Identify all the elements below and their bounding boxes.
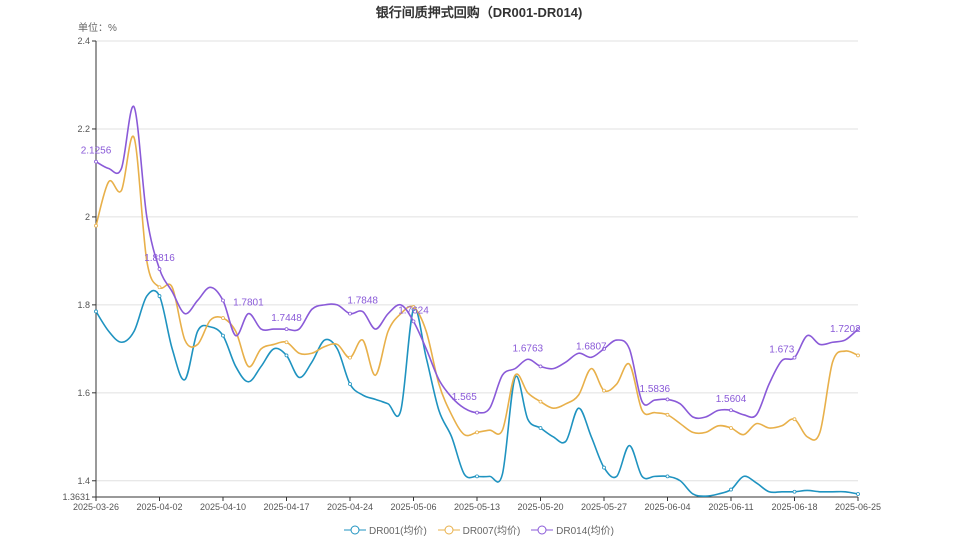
x-tick-label: 2025-04-02 bbox=[136, 502, 182, 512]
x-tick-label: 2025-05-27 bbox=[581, 502, 627, 512]
data-point bbox=[94, 223, 98, 228]
data-label: 1.6763 bbox=[513, 343, 544, 354]
x-tick-label: 2025-06-11 bbox=[708, 502, 753, 512]
legend-item-dr001[interactable]: DR001(均价) bbox=[344, 522, 427, 537]
data-label: 1.8816 bbox=[144, 253, 175, 264]
data-point bbox=[94, 159, 98, 164]
data-point bbox=[665, 412, 670, 417]
data-label: 1.7624 bbox=[398, 305, 429, 316]
data-point bbox=[221, 333, 225, 338]
data-point bbox=[856, 492, 860, 496]
data-point bbox=[475, 474, 479, 479]
data-point bbox=[411, 319, 416, 324]
data-point bbox=[729, 426, 733, 430]
data-label: 1.673 bbox=[769, 345, 794, 356]
data-point bbox=[348, 355, 352, 360]
legend-marker-icon bbox=[437, 525, 460, 534]
data-label: 1.7801 bbox=[233, 298, 264, 309]
y-tick-label: 1.4 bbox=[77, 476, 90, 486]
y-tick-label: 1.3631 bbox=[62, 492, 90, 502]
legend-item-dr014[interactable]: DR014(均价) bbox=[531, 522, 614, 537]
legend-marker-icon bbox=[344, 525, 367, 534]
data-point bbox=[475, 410, 479, 415]
data-point bbox=[602, 388, 606, 393]
data-point bbox=[94, 309, 98, 314]
x-tick-label: 2025-03-26 bbox=[73, 502, 119, 512]
data-label: 1.5604 bbox=[716, 394, 747, 405]
data-point bbox=[792, 489, 797, 494]
data-point bbox=[538, 399, 543, 404]
data-label: 1.565 bbox=[452, 392, 477, 403]
data-label: 1.7448 bbox=[271, 313, 302, 324]
y-tick-label: 1.8 bbox=[77, 300, 90, 310]
data-point bbox=[284, 353, 289, 358]
data-point bbox=[538, 364, 543, 369]
data-point bbox=[348, 311, 352, 316]
chart-title: 银行间质押式回购（DR001-DR014) bbox=[375, 5, 583, 20]
data-point bbox=[665, 397, 670, 402]
data-point bbox=[538, 426, 543, 430]
x-tick-label: 2025-05-13 bbox=[454, 502, 500, 512]
x-tick-label: 2025-04-17 bbox=[263, 502, 309, 512]
unit-label: 单位：% bbox=[78, 23, 117, 34]
x-tick-label: 2025-04-10 bbox=[200, 502, 246, 512]
legend: DR001(均价) DR007(均价) DR014(均价) bbox=[0, 522, 958, 538]
data-point bbox=[729, 408, 733, 413]
data-point bbox=[221, 298, 225, 303]
data-point bbox=[411, 305, 416, 309]
data-point bbox=[856, 327, 860, 331]
x-tick-label: 2025-06-18 bbox=[771, 502, 817, 512]
data-point bbox=[221, 316, 225, 320]
legend-label: DR014(均价) bbox=[556, 526, 614, 537]
x-tick-label: 2025-05-06 bbox=[390, 502, 436, 512]
data-point bbox=[157, 285, 162, 290]
data-point bbox=[602, 346, 606, 351]
legend-label: DR001(均价) bbox=[369, 526, 427, 537]
y-tick-label: 1.6 bbox=[77, 388, 90, 398]
data-point bbox=[157, 267, 162, 271]
data-point bbox=[792, 355, 797, 360]
data-point bbox=[157, 294, 162, 298]
y-tick-label: 2.4 bbox=[77, 36, 90, 46]
data-label: 1.6807 bbox=[576, 341, 607, 352]
legend-marker-icon bbox=[531, 525, 554, 534]
data-point bbox=[665, 474, 670, 479]
series-line-dr014 bbox=[95, 105, 859, 420]
data-point bbox=[729, 487, 733, 492]
data-point bbox=[856, 353, 860, 358]
data-point bbox=[348, 382, 352, 386]
x-tick-label: 2025-06-25 bbox=[835, 502, 881, 512]
y-tick-label: 2.2 bbox=[77, 124, 90, 134]
x-tick-label: 2025-06-04 bbox=[644, 502, 690, 512]
data-label: 1.7848 bbox=[347, 296, 378, 307]
data-label: 1.7202 bbox=[830, 324, 861, 335]
data-point bbox=[602, 465, 606, 470]
data-label: 1.5836 bbox=[640, 384, 671, 395]
data-point bbox=[284, 340, 289, 345]
data-point bbox=[792, 417, 797, 422]
data-point bbox=[284, 327, 289, 332]
y-tick-label: 2 bbox=[85, 212, 90, 222]
data-label: 2.1256 bbox=[81, 146, 112, 157]
x-tick-label: 2025-05-20 bbox=[517, 502, 563, 512]
data-point bbox=[475, 430, 479, 435]
legend-item-dr007[interactable]: DR007(均价) bbox=[437, 522, 521, 537]
x-tick-label: 2025-04-24 bbox=[327, 502, 373, 512]
legend-label: DR007(均价) bbox=[462, 526, 521, 537]
